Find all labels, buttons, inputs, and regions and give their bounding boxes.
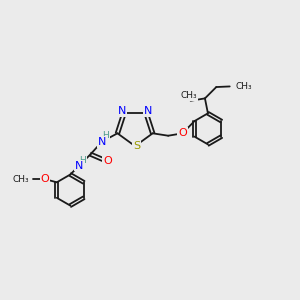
Text: N: N [75,160,83,171]
Text: O: O [178,128,187,138]
Text: S: S [133,141,140,151]
Text: CH₃: CH₃ [235,82,252,91]
Text: N: N [98,137,106,147]
Text: CH₃: CH₃ [181,91,197,100]
Text: O: O [40,174,49,184]
Text: CH₃: CH₃ [13,175,29,184]
Text: N: N [144,106,152,116]
Text: H: H [80,156,86,165]
Text: N: N [118,106,126,116]
Text: H: H [102,131,109,140]
Text: O: O [103,156,112,166]
